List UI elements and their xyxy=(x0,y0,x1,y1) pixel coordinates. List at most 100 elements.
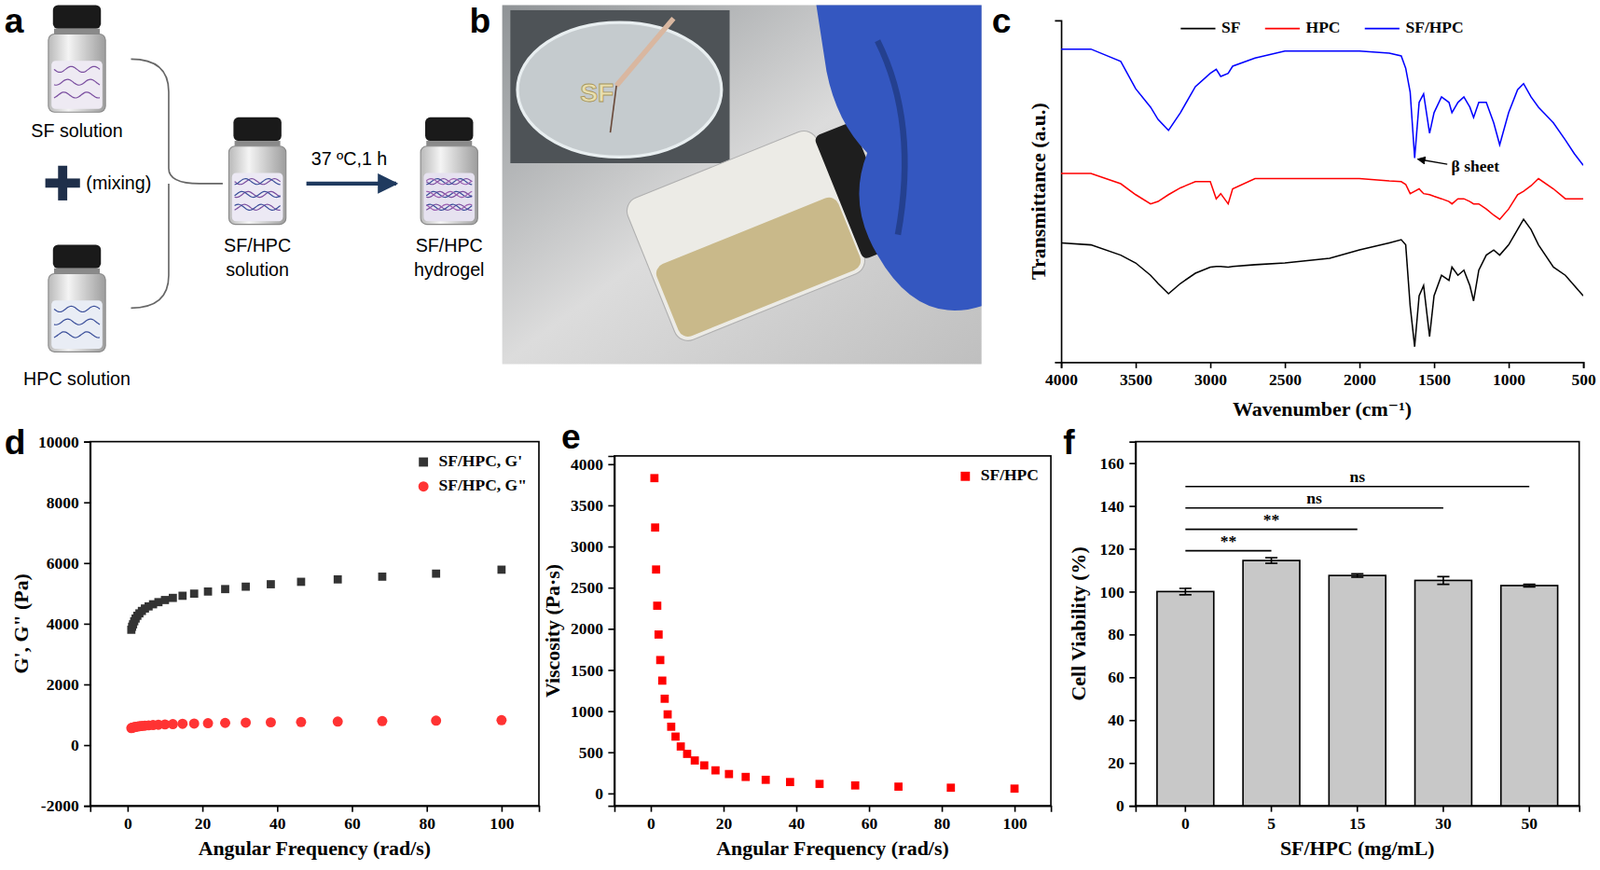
tick-mark xyxy=(1129,591,1136,594)
legend-label: SF xyxy=(1221,17,1241,37)
tick-label: 20 xyxy=(716,813,733,833)
data-point xyxy=(497,565,507,575)
plot-area xyxy=(649,473,1019,793)
tick: 80 xyxy=(1107,624,1136,644)
error-stem xyxy=(1270,557,1273,564)
error-bar xyxy=(1179,588,1192,595)
significance-label: ns xyxy=(1349,467,1366,486)
tick: 0 xyxy=(1116,796,1136,815)
tick-label: 0 xyxy=(1181,813,1190,833)
y-axis-title: Cell Viability (%) xyxy=(1067,546,1090,701)
vial-cap xyxy=(425,117,473,141)
data-point xyxy=(690,756,700,765)
data-point xyxy=(241,582,250,592)
data-point xyxy=(676,742,686,751)
tick-mark xyxy=(83,623,91,626)
tick: 100 xyxy=(1002,805,1028,832)
legend-item: SF/HPC, G' xyxy=(418,451,523,470)
tick-mark xyxy=(426,805,428,813)
data-point xyxy=(220,717,231,729)
tick: 60 xyxy=(344,805,361,832)
error-cap xyxy=(1436,575,1449,578)
tick-mark xyxy=(1442,805,1445,813)
x-axis: 020406080100 xyxy=(90,805,539,832)
polymer-chain xyxy=(54,92,100,98)
legend-label: HPC xyxy=(1306,17,1341,37)
tick: 160 xyxy=(1100,454,1136,473)
node-label: solution xyxy=(225,259,290,280)
data-point xyxy=(297,578,306,587)
data-point xyxy=(168,593,178,603)
data-point xyxy=(663,710,673,719)
tick-mark xyxy=(351,805,354,813)
axis-line xyxy=(614,806,1051,813)
tick: 1500 xyxy=(570,661,615,680)
tick-label: 15 xyxy=(1349,813,1366,833)
tick-label: 100 xyxy=(1100,582,1125,602)
tick-label: 80 xyxy=(1107,624,1125,644)
polymer-chain xyxy=(54,331,100,338)
tick: 3500 xyxy=(1119,361,1153,388)
tick-mark xyxy=(1129,548,1136,551)
series-line xyxy=(1061,49,1584,166)
tick-label: 0 xyxy=(647,813,656,833)
error-cap xyxy=(1436,583,1449,586)
node-label: SF/HPC xyxy=(415,234,483,256)
axis-line xyxy=(1054,20,1062,362)
figure: SF solutionHPC solutionSF/HPCsolutionSF/… xyxy=(0,0,1600,870)
data-point xyxy=(265,717,276,728)
panel-letter: e xyxy=(561,416,581,456)
data-point xyxy=(161,595,170,605)
data-point xyxy=(220,584,230,594)
error-cap xyxy=(1523,586,1536,589)
legend-swatch xyxy=(1265,27,1300,30)
vial-neck xyxy=(426,140,472,147)
tick: 20 xyxy=(1107,753,1136,773)
vial-body xyxy=(228,146,286,225)
tick-mark xyxy=(1129,719,1136,722)
bar xyxy=(1501,585,1559,806)
tick: 2000 xyxy=(1343,361,1377,388)
tick-label: 2000 xyxy=(1343,370,1377,389)
data-point xyxy=(946,783,955,792)
plot-frame xyxy=(614,455,1051,806)
data-point xyxy=(333,575,343,584)
tick-label: 20 xyxy=(194,813,212,833)
polymer-chain xyxy=(426,179,472,185)
tick-label: -2000 xyxy=(41,796,80,815)
tick-mark xyxy=(1359,361,1362,369)
tick-mark xyxy=(1210,361,1213,369)
vial-liquid xyxy=(232,173,284,222)
polymer-chain xyxy=(426,204,472,210)
tick: 3500 xyxy=(570,496,615,515)
tick-mark xyxy=(607,546,615,549)
polymer-chain xyxy=(54,318,100,325)
glove-shade xyxy=(877,41,905,235)
legend-label: SF/HPC, G" xyxy=(439,475,527,495)
step-label: 37 ºC,1 h xyxy=(311,148,388,169)
polymer-chain xyxy=(426,191,472,197)
tick: -2000 xyxy=(41,796,91,815)
data-point xyxy=(656,655,665,664)
panel-letter: f xyxy=(1062,422,1076,462)
tick: 60 xyxy=(861,805,879,832)
data-point xyxy=(430,715,442,726)
tick: 50 xyxy=(1520,805,1538,832)
tick: 8000 xyxy=(46,493,91,512)
tick-mark xyxy=(1528,805,1531,813)
node-label: SF solution xyxy=(30,120,123,141)
tick: 30 xyxy=(1434,805,1452,832)
tick: 1000 xyxy=(570,702,615,721)
vial-cap xyxy=(53,4,101,28)
tick: 40 xyxy=(269,805,287,832)
significance-label: ** xyxy=(1263,510,1281,529)
data-point xyxy=(332,716,344,727)
data-point xyxy=(700,760,709,770)
tick: 2500 xyxy=(570,578,615,597)
data-point xyxy=(786,777,795,787)
tick-mark xyxy=(83,501,91,504)
annotation: β sheet xyxy=(1451,156,1501,176)
polymer-chain xyxy=(234,191,281,197)
data-point xyxy=(378,572,387,581)
tick-label: 1500 xyxy=(1418,370,1451,389)
